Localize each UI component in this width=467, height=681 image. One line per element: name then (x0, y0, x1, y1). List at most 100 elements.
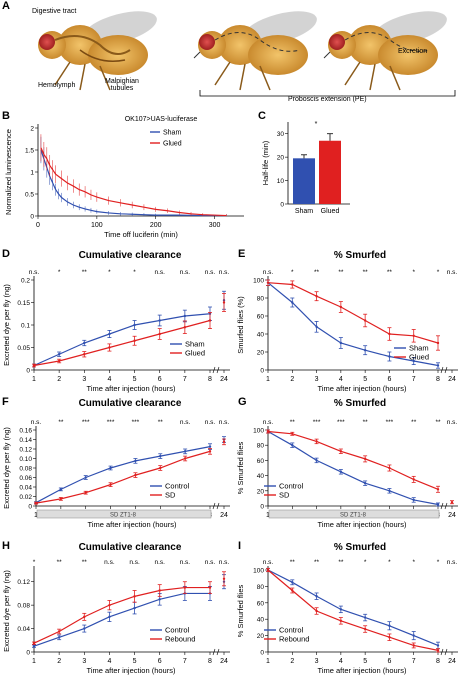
x-tick-label: 3 (315, 658, 319, 665)
panel-i-chart: 0 20 40 60 80 100 1 2 3 4 5 6 7 8 24 Time after injecti… (236, 559, 458, 675)
data-point (266, 281, 270, 284)
data-point (436, 503, 440, 506)
data-point (291, 444, 294, 447)
data-point (57, 630, 61, 633)
x-tick-label: 8 (208, 376, 212, 383)
data-point (34, 501, 38, 505)
y-tick-label: 80 (257, 584, 265, 591)
significance-label: n.s. (447, 269, 458, 276)
significance-label: n.s. (263, 419, 274, 426)
legend-label: Control (165, 482, 190, 491)
panel-h-title: Cumulative clearance (78, 542, 182, 553)
x-tick-label: 7 (183, 376, 187, 383)
y-axis-label: Smurfed flies (%) (236, 296, 245, 354)
panel-d-chart: 0 0.05 0.1 0.15 0.2 1 2 3 4 5 6 7 8 24 Time after inje… (2, 269, 230, 393)
data-point (388, 332, 391, 336)
y-axis-label: % Smurfed flies (236, 441, 245, 494)
y-axis-label: Excreted dye per fly (ng) (2, 284, 11, 366)
panel-g-label: G (238, 396, 247, 408)
data-point (436, 341, 440, 345)
data-point (109, 466, 112, 470)
panel-b-label: B (2, 110, 10, 122)
data-point (412, 498, 415, 502)
axis-break (444, 502, 448, 510)
data-point (222, 301, 226, 304)
panel-g-title: % Smurfed (333, 398, 387, 409)
data-point (315, 459, 318, 462)
x-tick-label: 6 (387, 658, 391, 665)
axis-break (216, 502, 220, 510)
series-line-control (35, 446, 211, 504)
panel-f-chart: 00.020.040.060.080.100.120.140.161234567… (2, 419, 230, 529)
axis-break (440, 648, 444, 656)
y-tick-label: 0.08 (17, 603, 30, 610)
x-tick-label: 100 (91, 222, 103, 229)
x-tick-label: 7 (412, 376, 416, 383)
y-tick-label: 0.12 (19, 447, 32, 454)
x-tick-label: 5 (363, 658, 367, 665)
y-tick-label: 0.06 (19, 475, 32, 482)
series-line-glued (267, 282, 439, 344)
significance-label: * (108, 269, 111, 276)
significance-label: n.s. (205, 419, 216, 426)
x-tick-label: 200 (150, 222, 162, 229)
data-point (363, 319, 367, 322)
significance-label: n.s. (263, 269, 274, 276)
data-point (108, 346, 111, 349)
data-point (291, 301, 294, 304)
data-point (208, 450, 212, 453)
data-point (339, 305, 343, 309)
significance-label: ** (290, 559, 296, 566)
significance-label: n.s. (180, 559, 191, 566)
x-tick-label: 4 (107, 376, 111, 383)
x-tick-label: 7 (183, 658, 187, 665)
data-point (84, 491, 87, 494)
significance-label: * (412, 559, 415, 566)
series-line-sd (267, 430, 439, 490)
data-point (158, 598, 161, 601)
data-point (315, 325, 318, 328)
series-line-sham (267, 282, 439, 367)
data-point (412, 478, 415, 481)
legend-label: Glued (163, 141, 182, 148)
significance-label: n.s. (31, 419, 42, 426)
x-tick-label: 24 (220, 512, 228, 519)
significance-label: n.s. (219, 269, 230, 276)
data-point (83, 615, 86, 619)
data-point (32, 644, 36, 648)
legend-label: Sham (185, 340, 205, 349)
x-axis-label: Time after injection (hours) (87, 384, 176, 393)
panel-d-title: Cumulative clearance (78, 250, 182, 261)
data-point (133, 595, 136, 598)
significance-label: * (388, 559, 391, 566)
data-point (83, 627, 86, 630)
y-axis-label: Half-life (min) (261, 140, 270, 185)
significance-label: n.s. (447, 559, 458, 566)
label-excretion: Excretion (398, 48, 428, 55)
significance-label: ** (82, 269, 88, 276)
data-point (388, 624, 391, 627)
x-tick-label: 2 (57, 376, 61, 383)
x-tick-label: 1 (32, 376, 36, 383)
data-point (291, 581, 294, 584)
significance-label: n.s. (447, 419, 458, 426)
significance-label: *** (107, 419, 115, 426)
data-point (134, 459, 137, 463)
significance-label: ** (338, 559, 344, 566)
significance-label: n.s. (180, 419, 191, 426)
data-point (208, 319, 212, 322)
x-tick-label: 5 (133, 376, 137, 383)
significance-label: *** (82, 419, 90, 426)
significance-label: n.s. (263, 559, 274, 566)
data-point (133, 323, 136, 327)
panel-f-title: Cumulative clearance (78, 398, 182, 409)
data-point (84, 476, 87, 479)
data-point (339, 470, 343, 473)
data-point (363, 457, 367, 461)
panel-e-label: E (238, 248, 246, 260)
axis-break (440, 366, 444, 374)
x-tick-label: 4 (339, 376, 343, 383)
significance-label: * (437, 559, 440, 566)
significance-label: *** (337, 419, 345, 426)
